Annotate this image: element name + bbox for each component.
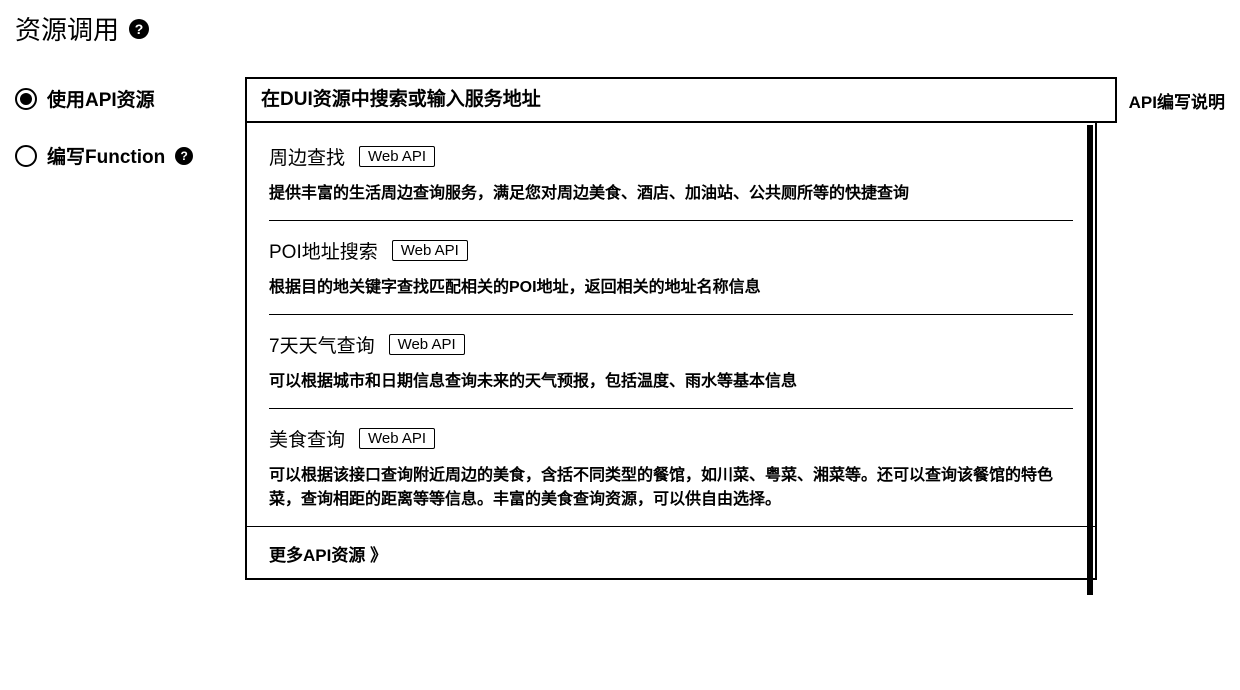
api-dropdown-panel: 周边查找 Web API 提供丰富的生活周边查询服务，满足您对周边美食、酒店、加油站… <box>245 121 1097 580</box>
api-list: 周边查找 Web API 提供丰富的生活周边查询服务，满足您对周边美食、酒店、加油站… <box>247 127 1095 526</box>
api-item-description: 可以根据城市和日期信息查询未来的天气预报，包括温度、雨水等基本信息 <box>269 370 1073 394</box>
api-list-item[interactable]: 周边查找 Web API 提供丰富的生活周边查询服务，满足您对周边美食、酒店、加油站… <box>269 127 1073 221</box>
api-item-head: 周边查找 Web API <box>269 143 1073 170</box>
api-search-input[interactable] <box>245 77 1117 123</box>
radio-write-function[interactable]: 编写Function ? <box>15 142 245 169</box>
api-type-badge: Web API <box>359 146 435 167</box>
more-api-label: 更多API资源 <box>269 546 365 565</box>
radio-indicator <box>15 145 37 167</box>
api-item-description: 根据目的地关键字查找匹配相关的POI地址，返回相关的地址名称信息 <box>269 276 1073 300</box>
api-item-title: POI地址搜索 <box>269 237 378 264</box>
radio-write-function-label: 编写Function <box>47 142 165 169</box>
more-api-link[interactable]: 更多API资源 》 <box>269 546 383 565</box>
help-icon[interactable]: ? <box>175 147 193 165</box>
page-header: 资源调用 ? <box>15 10 1225 47</box>
api-list-item[interactable]: 美食查询 Web API 可以根据该接口查询附近周边的美食，含括不同类型的餐馆，如川… <box>269 409 1073 526</box>
api-item-head: 美食查询 Web API <box>269 425 1073 452</box>
radio-indicator <box>15 88 37 110</box>
resource-type-radio-group: 使用API资源 编写Function ? <box>15 77 245 169</box>
api-type-badge: Web API <box>392 240 468 261</box>
right-column: API编写说明 周边查找 Web API 提供丰富的生活周边查询服务，满足您对周边美… <box>245 77 1225 580</box>
api-item-title: 7天天气查询 <box>269 331 375 358</box>
api-item-title: 周边查找 <box>269 143 345 170</box>
more-api-row: 更多API资源 》 <box>247 526 1095 578</box>
help-icon[interactable]: ? <box>129 19 149 39</box>
api-item-title: 美食查询 <box>269 425 345 452</box>
radio-use-api-label: 使用API资源 <box>47 85 155 112</box>
scrollbar[interactable] <box>1087 125 1093 595</box>
api-type-badge: Web API <box>359 428 435 449</box>
main-row: 使用API资源 编写Function ? API编写说明 周边查找 Web API… <box>15 77 1225 580</box>
api-item-description: 可以根据该接口查询附近周边的美食，含括不同类型的餐馆，如川菜、粤菜、湘菜等。还可… <box>269 464 1073 512</box>
page-title: 资源调用 <box>15 10 119 47</box>
api-item-head: 7天天气查询 Web API <box>269 331 1073 358</box>
search-row: API编写说明 <box>245 77 1225 123</box>
api-list-item[interactable]: POI地址搜索 Web API 根据目的地关键字查找匹配相关的POI地址，返回相关的… <box>269 221 1073 315</box>
radio-use-api[interactable]: 使用API资源 <box>15 85 245 112</box>
api-doc-link[interactable]: API编写说明 <box>1129 88 1225 113</box>
api-list-item[interactable]: 7天天气查询 Web API 可以根据城市和日期信息查询未来的天气预报，包括温度、雨… <box>269 315 1073 409</box>
api-type-badge: Web API <box>389 334 465 355</box>
api-item-description: 提供丰富的生活周边查询服务，满足您对周边美食、酒店、加油站、公共厕所等的快捷查询 <box>269 182 1073 206</box>
chevron-right-icon: 》 <box>369 546 383 565</box>
api-item-head: POI地址搜索 Web API <box>269 237 1073 264</box>
